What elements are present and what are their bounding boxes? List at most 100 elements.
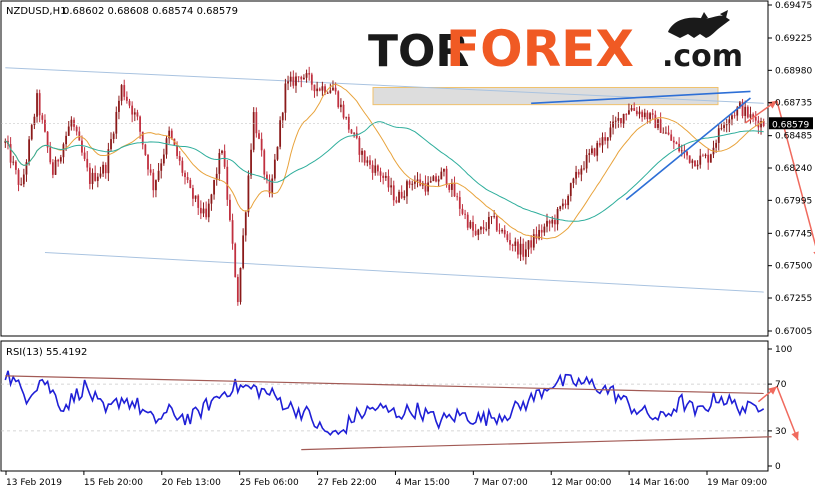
rsi-plot-layer [1,370,799,451]
candle-body [310,74,313,85]
y-tick-label: 0.67995 [775,196,812,206]
candle-body [25,162,28,175]
candle-body [112,133,115,140]
candle-body [741,102,744,116]
y-tick-label: 0.68980 [775,66,812,76]
candle-body [659,119,662,133]
candle-body [419,179,422,186]
candle-body [567,195,570,206]
candle-body [464,213,466,215]
rsi-y-tick-label: 100 [775,345,792,355]
candle-body [569,183,572,196]
candle-body [702,155,704,157]
candle-body [181,160,184,173]
watermark-logo: TOR FOREX .com [368,10,743,78]
candle-body [514,241,517,246]
candle-body [141,131,144,145]
candle-body [297,76,300,78]
rising-trend-line [625,97,751,201]
candle-body [657,119,659,128]
candle-body [738,102,741,108]
current-price-value: 0.68579 [772,120,809,130]
candle-body [691,160,694,163]
candle-body [527,240,530,250]
watermark-tor: TOR [368,26,469,77]
candle-body [340,104,342,108]
candle-body [395,200,398,203]
candle-body [213,179,215,195]
candle-body [376,165,379,172]
candle-body [123,85,126,97]
candle-body [641,111,644,118]
forecast-segment [776,386,799,441]
candle-body [75,126,78,132]
candle-body [630,108,633,111]
candle-body [725,124,728,126]
candle-body [670,134,673,141]
candle-body [260,138,263,151]
candle-body [91,172,94,184]
candle-body [170,130,173,139]
resistance-zone [372,86,719,106]
candle-body [598,143,601,146]
candle-body [704,154,707,156]
candle-body [33,116,36,126]
candle-body [4,140,7,143]
candle-body [606,137,609,141]
candle-body [120,85,123,101]
y-tick-label: 0.69475 [775,1,812,11]
candle-body [374,165,377,173]
candle-body [184,172,186,178]
candle-body [662,132,665,134]
candle-body [133,112,136,115]
candle-body [548,220,551,224]
candle-body [620,118,622,124]
candle-body [369,160,371,165]
candle-body [110,139,112,150]
candle-body [115,111,118,134]
candle-body [572,178,575,184]
candle-body [165,138,168,155]
y-tick-label: 0.68240 [775,164,812,174]
candle-body [482,227,485,230]
x-tick-label: 4 Mar 15:00 [395,478,450,488]
candle-body [480,227,482,230]
candle-body [54,159,57,175]
candle-body [490,216,493,218]
candle-body [176,144,178,157]
candle-body [696,164,699,167]
watermark-com: .com [662,39,743,74]
candle-body [416,179,419,182]
candle-body [472,221,474,231]
candle-body [519,243,522,255]
candle-body [762,121,765,126]
candle-body [155,180,157,191]
candle-body [551,219,554,224]
candle-body [281,112,284,121]
candle-body [554,219,556,225]
candle-body [448,185,451,190]
candle-body [413,181,416,184]
candle-body [432,176,435,182]
candle-body [144,144,147,155]
rsi-lower-trend-line [301,436,772,451]
candle-body [408,181,411,185]
main-panel-frame [0,0,769,337]
candle-body [332,87,334,91]
y-tick-label: 0.67255 [775,294,812,304]
candle-body [197,195,200,208]
candle-body [215,173,218,180]
candle-body [588,153,591,155]
candle-body [125,96,128,101]
candles [4,66,765,306]
candle-body [12,161,15,163]
candle-body [638,111,641,115]
candle-body [247,175,250,213]
candle-body [94,172,97,181]
x-tick-label: 12 Mar 00:00 [551,478,611,488]
candle-body [680,150,683,152]
candle-body [326,92,329,94]
candle-body [321,86,324,91]
candle-body [575,171,577,179]
